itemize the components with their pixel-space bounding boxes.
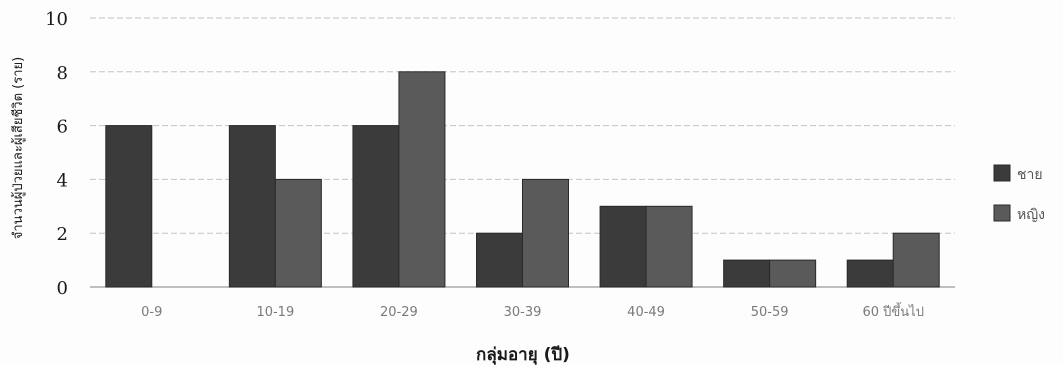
bar-female-2 [398, 71, 446, 288]
x-tick-label: 60 ปีขึ้นไป [862, 302, 924, 320]
x-axis-title: กลุ่มอายุ (ปี) [476, 344, 570, 365]
y-tick-label: 6 [57, 117, 68, 138]
x-tick-label: 20-29 [380, 305, 418, 320]
x-tick-label: 40-49 [627, 305, 665, 320]
bar-female-6 [892, 232, 940, 288]
legend-swatch-female [993, 204, 1011, 222]
bar-female-5 [769, 259, 817, 288]
bar-female-1 [274, 178, 322, 288]
bar-male-5 [723, 259, 771, 288]
legend-label-female: หญิง [1017, 207, 1045, 223]
x-tick-label: 30-39 [504, 305, 542, 320]
bars [105, 71, 940, 288]
bar-male-0 [105, 125, 153, 288]
y-tick-label: 10 [45, 9, 68, 30]
y-tick-label: 4 [57, 170, 68, 191]
bar-male-3 [476, 232, 523, 288]
bar-female-3 [522, 178, 569, 288]
y-tick-label: 0 [57, 278, 68, 299]
bar-male-6 [846, 259, 894, 288]
y-tick-label: 2 [57, 224, 68, 245]
legend-label-male: ชาย [1017, 167, 1043, 183]
y-tick-label: 8 [57, 63, 68, 84]
x-axis-ticks: 0-9 10-19 20-29 30-39 40-49 50-59 60 ปีขึ้นไป [141, 302, 924, 320]
x-tick-label: 10-19 [256, 305, 294, 320]
bar-male-4 [599, 205, 647, 288]
x-tick-label: 50-59 [751, 305, 789, 320]
legend-swatch-male [993, 164, 1011, 182]
bar-female-4 [645, 205, 693, 288]
x-tick-label: 0-9 [141, 305, 162, 320]
y-axis-title: จำนวนผู้ป่วยและผู้เสียชีวิต (ราย) [10, 57, 26, 239]
bar-male-2 [352, 125, 400, 288]
bar-male-1 [228, 125, 276, 288]
y-axis-ticks: 0 2 4 6 8 10 [45, 9, 68, 299]
